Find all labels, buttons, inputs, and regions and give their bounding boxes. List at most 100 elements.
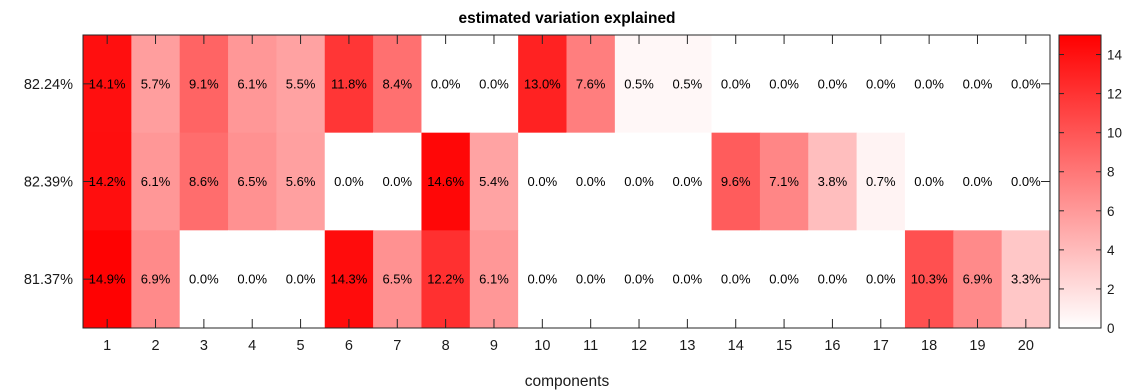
y-tick-label: 82.24% <box>24 77 73 93</box>
cell-value-label: 7.6% <box>576 76 606 91</box>
cell-value-label: 5.5% <box>286 76 316 91</box>
x-tick-label: 7 <box>393 338 401 354</box>
cell-value-label: 7.1% <box>769 174 799 189</box>
cell-value-label: 0.5% <box>624 76 654 91</box>
x-tick-label: 10 <box>534 338 550 354</box>
x-tick-label: 16 <box>824 338 840 354</box>
y-tick-label: 81.37% <box>24 272 73 288</box>
x-tick-label: 20 <box>1018 338 1034 354</box>
colorbar-tick-label: 12 <box>1107 87 1122 102</box>
chart-title: estimated variation explained <box>458 10 675 27</box>
colorbar-ticks: 0 2 4 6 8 10 12 14 <box>1059 48 1123 336</box>
heatmap-cell <box>614 35 664 134</box>
cell-value-label: 0.0% <box>576 272 606 287</box>
heatmap-cell <box>469 132 519 231</box>
cell-value-label: 6.1% <box>237 76 267 91</box>
heatmap-cell <box>759 230 809 329</box>
cell-value-label: 0.5% <box>673 76 703 91</box>
cell-value-label: 0.0% <box>286 272 316 287</box>
cell-value-label: 6.5% <box>237 174 267 189</box>
heatmap-cell <box>711 132 761 231</box>
heatmap-cell <box>179 230 229 329</box>
cell-value-label: 0.0% <box>1011 174 1041 189</box>
cell-value-label: 5.6% <box>286 174 316 189</box>
x-tick-label: 17 <box>873 338 889 354</box>
heatmap-cell <box>228 230 277 329</box>
heatmap-cell <box>131 230 181 329</box>
cell-value-label: 0.0% <box>866 76 896 91</box>
heatmap-cell <box>711 230 761 329</box>
heatmap-cell <box>904 230 954 329</box>
cell-value-label: 0.0% <box>721 76 751 91</box>
heatmap-cell <box>276 35 326 134</box>
cell-value-label: 9.6% <box>721 174 751 189</box>
heatmap-cell <box>614 132 664 231</box>
cell-value-label: 6.9% <box>963 272 993 287</box>
heatmap-cell <box>663 35 713 134</box>
x-tick-label: 11 <box>583 338 598 354</box>
x-tick-label: 13 <box>679 338 695 354</box>
heatmap-cell <box>421 35 471 134</box>
heatmap-cell <box>373 132 422 231</box>
heatmap-cell <box>179 132 229 231</box>
x-tick-label: 9 <box>490 338 498 354</box>
cell-value-label: 0.0% <box>914 174 944 189</box>
cell-value-label: 0.0% <box>237 272 267 287</box>
heatmap-cell <box>663 132 713 231</box>
cell-value-label: 9.1% <box>189 76 219 91</box>
cell-value-label: 3.8% <box>818 174 848 189</box>
cell-value-label: 14.2% <box>89 174 126 189</box>
cell-value-label: 6.1% <box>479 272 509 287</box>
heatmap-cell <box>711 35 761 134</box>
x-tick-label: 3 <box>200 338 208 354</box>
heatmap-cell <box>759 132 809 231</box>
heatmap-cell <box>953 132 1003 231</box>
cell-value-label: 0.0% <box>818 272 848 287</box>
cell-value-label: 14.6% <box>427 174 464 189</box>
cell-value-label: 5.4% <box>479 174 509 189</box>
heatmap-cell <box>566 132 616 231</box>
colorbar-tick-label: 6 <box>1107 204 1115 219</box>
cell-value-label: 14.3% <box>330 272 367 287</box>
heatmap-cell <box>808 132 858 231</box>
x-tick-label: 14 <box>728 338 744 354</box>
x-tick-label: 4 <box>248 338 256 354</box>
colorbar-tick-label: 8 <box>1107 165 1115 180</box>
heatmap-cell <box>469 35 519 134</box>
heatmap-cell <box>469 230 519 329</box>
x-tick-label: 19 <box>969 338 985 354</box>
heatmap-cell <box>276 230 326 329</box>
heatmap-cell <box>131 132 181 231</box>
cell-value-label: 0.0% <box>673 272 703 287</box>
x-tick-label: 5 <box>297 338 305 354</box>
cell-value-label: 10.3% <box>911 272 948 287</box>
x-tick-label: 18 <box>921 338 937 354</box>
heatmap-cell <box>324 35 374 134</box>
heatmap-cell <box>904 35 954 134</box>
cell-value-label: 0.0% <box>818 76 848 91</box>
cell-value-label: 14.9% <box>89 272 126 287</box>
cell-value-label: 0.0% <box>624 272 654 287</box>
cell-value-label: 0.0% <box>576 174 606 189</box>
heatmap-cell <box>324 230 374 329</box>
heatmap-cell <box>953 230 1003 329</box>
cell-value-label: 6.5% <box>382 272 412 287</box>
cell-value-label: 8.6% <box>189 174 219 189</box>
cell-value-label: 0.0% <box>963 76 993 91</box>
cell-value-label: 0.0% <box>914 76 944 91</box>
cell-value-label: 0.0% <box>528 174 558 189</box>
heatmap-cell <box>421 230 471 329</box>
cell-value-label: 0.0% <box>1011 76 1041 91</box>
x-tick-label: 2 <box>151 338 159 354</box>
cell-value-label: 0.0% <box>673 174 703 189</box>
y-tick-label: 82.39% <box>24 175 73 191</box>
colorbar-tick-label: 4 <box>1107 243 1115 258</box>
cell-value-label: 8.4% <box>382 76 412 91</box>
cell-value-label: 0.7% <box>866 174 896 189</box>
heatmap-cell <box>904 132 954 231</box>
cell-value-label: 5.7% <box>141 76 171 91</box>
heatmap-cell <box>228 132 277 231</box>
heatmap-cell-labels: 14.1% 5.7% 9.1% 6.1% 5.5% 11.8% 8.4% 0.0% 0.0% 13… <box>89 76 1041 286</box>
cell-value-label: 12.2% <box>427 272 464 287</box>
